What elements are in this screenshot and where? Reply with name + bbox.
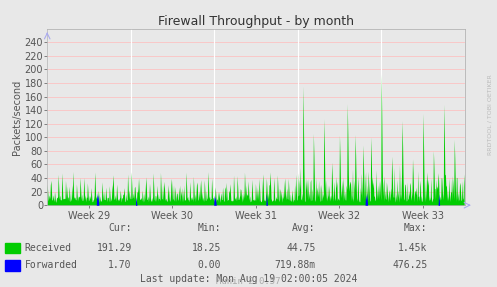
Text: 0.00: 0.00	[198, 261, 221, 270]
Text: 1.70: 1.70	[108, 261, 132, 270]
Text: Forwarded: Forwarded	[25, 261, 78, 270]
Text: Received: Received	[25, 243, 72, 253]
Text: 18.25: 18.25	[192, 243, 221, 253]
Text: 719.88m: 719.88m	[274, 261, 316, 270]
Text: Min:: Min:	[198, 223, 221, 233]
Text: Cur:: Cur:	[108, 223, 132, 233]
Text: Last update: Mon Aug 19 02:00:05 2024: Last update: Mon Aug 19 02:00:05 2024	[140, 274, 357, 284]
Title: Firewall Throughput - by month: Firewall Throughput - by month	[158, 15, 354, 28]
Text: 476.25: 476.25	[392, 261, 427, 270]
Text: 44.75: 44.75	[286, 243, 316, 253]
Text: Munin 2.0.57: Munin 2.0.57	[216, 277, 281, 286]
Text: Max:: Max:	[404, 223, 427, 233]
Text: Avg:: Avg:	[292, 223, 316, 233]
Text: RRDTOOL / TOBI OETIKER: RRDTOOL / TOBI OETIKER	[487, 74, 492, 155]
Y-axis label: Packets/second: Packets/second	[11, 79, 22, 155]
Text: 1.45k: 1.45k	[398, 243, 427, 253]
Text: 191.29: 191.29	[96, 243, 132, 253]
